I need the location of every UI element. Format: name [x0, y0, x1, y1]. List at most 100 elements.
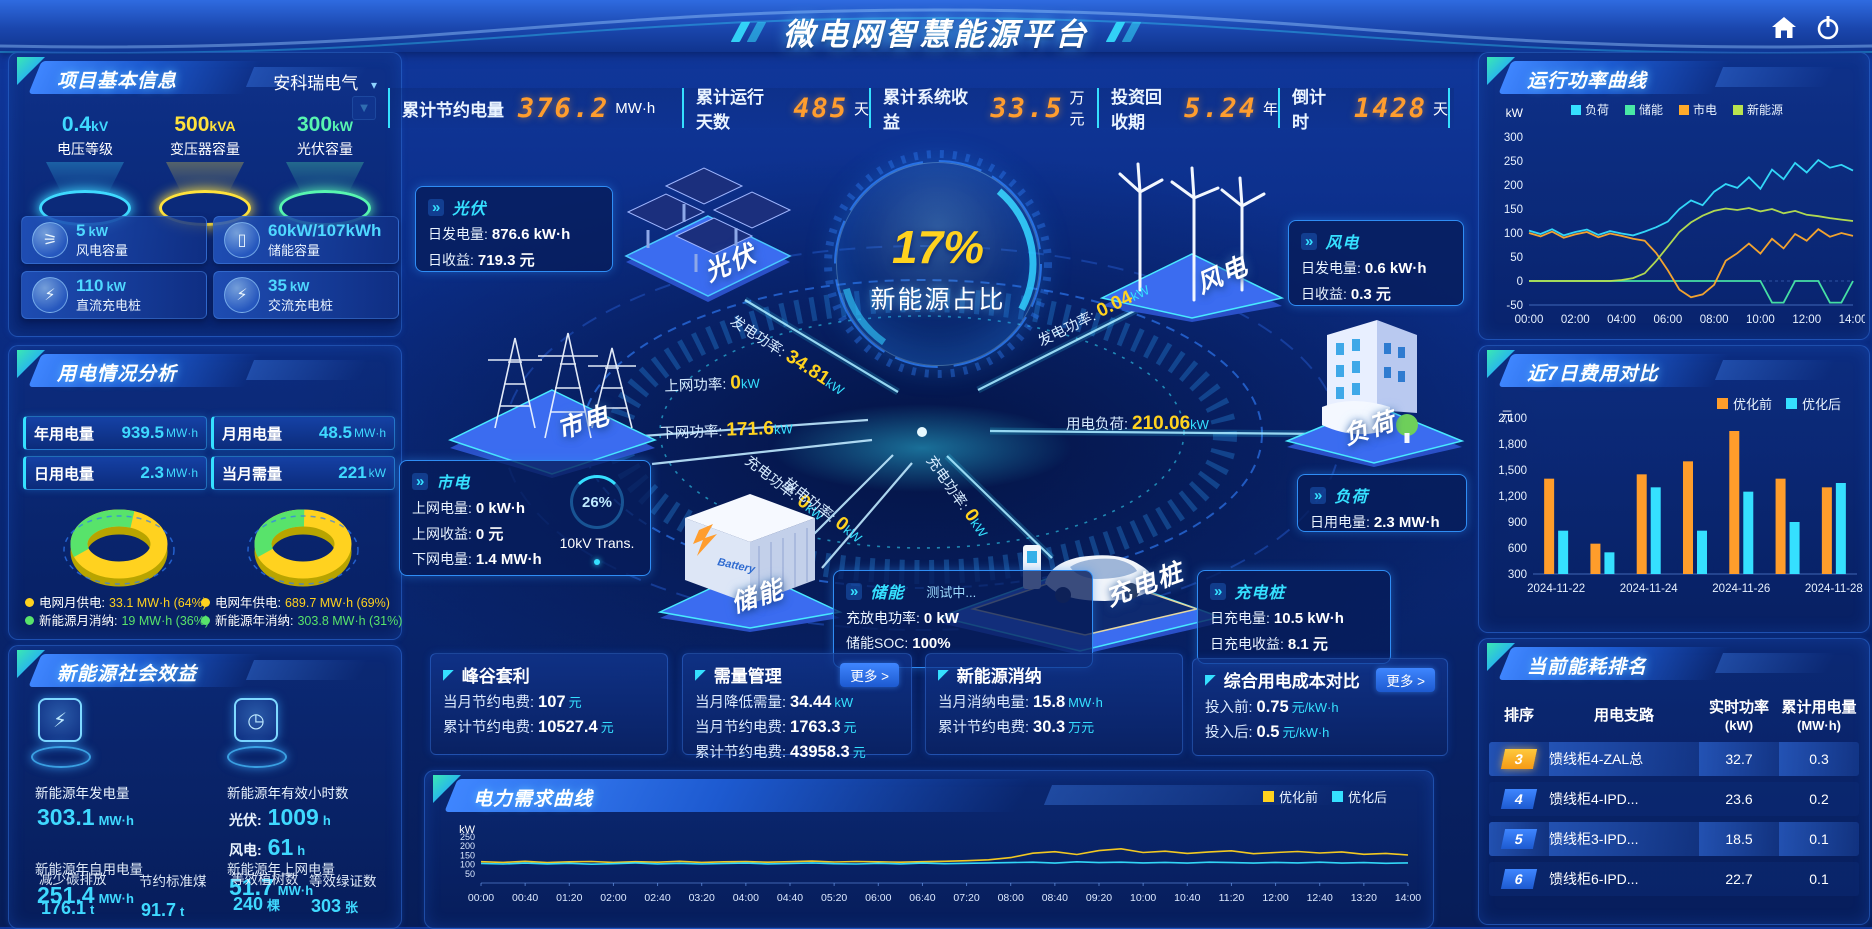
hours-icon: ◷ — [227, 698, 287, 770]
pod-label: 变压器容量 — [170, 141, 240, 157]
info-box-row: 日发电量: 0.6 kW·h — [1301, 260, 1427, 277]
card-row: 投入前: 0.75 元/kW·h — [1205, 698, 1339, 716]
benefit-value: 251.4 MW·h — [37, 882, 134, 908]
card-row: 累计节约电费: 43958.3 元 — [695, 743, 866, 761]
svg-text:04:00: 04:00 — [1607, 314, 1636, 326]
kpi-value: 376.2 — [518, 92, 610, 124]
energy-ranking-table: 排序 用电支路 实时功率 (kW) 累计用电量 (MW·h) 3 馈线柜4-ZAL总 32.7 0… — [1489, 691, 1859, 902]
tile-储能容量: ▯ 60kW/107kWh 储能容量 — [213, 216, 399, 264]
kpi-value: 33.5 — [990, 92, 1064, 124]
home-button[interactable] — [1768, 12, 1800, 44]
card-row: 累计节约电费: 10527.4 元 — [443, 718, 614, 736]
cost-compare-chart: 元2,100 1,800 1,500 1,200 900 600 3002024-11-22… — [1498, 409, 1863, 595]
table-row[interactable]: 6 馈线柜6-IPD... 22.7 0.1 — [1489, 862, 1859, 896]
usage-stat-当月需量: 当月需量 221 kW — [211, 456, 395, 490]
table-row[interactable]: 5 馈线柜3-IPD... 18.5 0.1 — [1489, 822, 1859, 856]
kpi-item: 累计节约电量 376.2 MW·h — [388, 88, 682, 128]
stat-value: 221 — [338, 463, 367, 482]
card-row: 累计节约电费: 30.3 万元 — [938, 718, 1095, 736]
svg-text:50: 50 — [465, 869, 475, 879]
legend-item: 优化前 — [1263, 787, 1318, 806]
demand-panel-header: 电力需求曲线 — [433, 775, 1425, 815]
legend-swatch-icon — [1332, 791, 1344, 802]
ac-charger-icon: ⚡ — [224, 277, 260, 313]
svg-text:11:20: 11:20 — [1219, 892, 1245, 904]
legend-value: 303.8 MW·h (31%) — [297, 614, 403, 628]
legend-value: 689.7 MW·h (69%) — [284, 596, 390, 610]
info-box-grid: » 市电 上网电量: 0 kW·h 上网收益: 0 元下网电量: 1.4 MW·h 26% 10… — [399, 460, 651, 576]
stat-unit: kW — [368, 466, 386, 480]
kpi-value: 485 — [793, 92, 848, 124]
legend-item: 优化后 — [1786, 394, 1841, 413]
tile-unit: kW — [88, 223, 108, 239]
card-title: 需量管理 — [713, 667, 782, 686]
kpi-unit: MW·h — [615, 99, 656, 117]
usage-panel-header: 用电情况分析 — [17, 350, 393, 390]
home-icon — [1772, 17, 1796, 38]
battery-icon: ▯ — [224, 222, 260, 258]
svg-text:14:00: 14:00 — [1839, 314, 1865, 326]
svg-text:100: 100 — [1504, 228, 1523, 240]
tile-value: 35 — [268, 275, 287, 295]
pod-unit: kV — [91, 118, 109, 134]
more-button[interactable]: 更多 > — [840, 662, 899, 687]
legend-dot-icon — [201, 598, 210, 607]
svg-text:01:20: 01:20 — [556, 892, 582, 904]
info-box-charger: » 充电桩 日充电量: 10.5 kW·h 日充电收益: 8.1 元 — [1197, 570, 1391, 664]
benefit-value: 176.1 t — [41, 898, 95, 918]
svg-text:储能: 储能 — [1639, 102, 1663, 117]
info-box-title: 风电 — [1325, 235, 1360, 252]
table-row[interactable]: 3 馈线柜4-ZAL总 32.7 0.3 — [1489, 742, 1859, 776]
tile-风电容量: ⚞ 5 kW 风电容量 — [21, 216, 207, 264]
donut-chart — [63, 509, 175, 587]
cost-panel-header: 近7日费用对比 — [1487, 350, 1861, 390]
benefit-value: 光伏: 1009 h — [229, 804, 331, 830]
card-row: 当月节约电费: 107 元 — [443, 693, 582, 711]
svg-text:新能源: 新能源 — [1747, 102, 1783, 117]
benefit-label: 节约标准煤 — [139, 874, 207, 889]
kpi-unit: 天 — [853, 100, 869, 118]
hub-glow — [772, 404, 1072, 492]
svg-text:市电: 市电 — [1693, 102, 1717, 117]
flow-label: 下网功率: 171.6kW — [660, 418, 793, 442]
status-badge: 测试中... — [926, 584, 977, 600]
legend-swatch-icon — [1263, 791, 1274, 802]
transformer-label: 10kV Trans. — [559, 535, 635, 551]
svg-text:900: 900 — [1508, 517, 1527, 529]
total-energy: 0.1 — [1779, 862, 1859, 896]
project-selector-dropdown[interactable]: 安科瑞电气 ▾ — [273, 69, 377, 94]
power-button[interactable] — [1812, 12, 1844, 44]
transformer-indicator: 26% 10kV Trans. — [554, 475, 640, 565]
kpi-label: 倒计时 — [1292, 88, 1326, 132]
legend-label: 新能源年消纳: — [215, 614, 294, 628]
svg-text:12:40: 12:40 — [1307, 892, 1333, 904]
legend-label: 新能源月消纳: — [39, 614, 118, 628]
svg-text:150: 150 — [1504, 204, 1523, 216]
svg-text:2,100: 2,100 — [1498, 413, 1527, 425]
svg-text:00:00: 00:00 — [468, 892, 494, 904]
svg-text:2024-11-24: 2024-11-24 — [1620, 583, 1679, 595]
stat-unit: MW·h — [166, 426, 198, 440]
card-corner-icon: ◤ — [695, 666, 706, 682]
svg-text:kW: kW — [1506, 106, 1524, 120]
chevron-right-icon: » — [412, 472, 429, 490]
table-row[interactable]: 4 馈线柜4-IPD... 23.6 0.2 — [1489, 782, 1859, 816]
legend-dot-icon — [25, 598, 34, 607]
renewable-benefit-panel: 新能源社会效益 ⚡ 新能源年发电量 303.1 MW·h ◷ 新能源年有效小时数 光伏: 10… — [8, 645, 402, 929]
table-header: 实时功率 (kW) — [1708, 699, 1769, 733]
stat-value: 48.5 — [318, 423, 352, 442]
svg-text:08:40: 08:40 — [1042, 892, 1068, 904]
chevron-right-icon: » — [428, 198, 445, 216]
more-button[interactable]: 更多 > — [1376, 667, 1435, 692]
pod-label: 电压等级 — [57, 141, 113, 157]
svg-text:2024-11-22: 2024-11-22 — [1527, 583, 1585, 595]
tile-label: 风电容量 — [76, 243, 129, 259]
svg-text:12:00: 12:00 — [1792, 314, 1821, 326]
power-panel-title: 运行功率曲线 — [1527, 71, 1648, 92]
chevron-right-icon: » — [1210, 582, 1227, 600]
legend-value: 33.1 MW·h (64%) — [108, 596, 207, 610]
svg-text:03:20: 03:20 — [689, 892, 715, 904]
capacity-pod: 300kW 光伏容量 — [269, 113, 381, 226]
svg-text:00:40: 00:40 — [512, 892, 538, 904]
